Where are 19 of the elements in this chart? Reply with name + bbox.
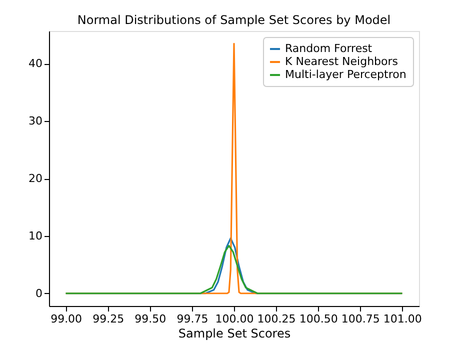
chart-title: Normal Distributions of Sample Set Scores by Model bbox=[77, 13, 391, 27]
legend-label: Random Forrest bbox=[285, 42, 373, 55]
x-tick-label: 100.50 bbox=[299, 312, 338, 326]
x-tick-label: 100.00 bbox=[215, 312, 254, 326]
x-tick-label: 99.25 bbox=[92, 312, 124, 326]
x-tick-label: 99.00 bbox=[50, 312, 82, 326]
legend-label: K Nearest Neighbors bbox=[285, 55, 398, 68]
x-tick-label: 99.75 bbox=[176, 312, 208, 326]
y-tick-label: 0 bbox=[36, 286, 42, 300]
legend-label: Multi-layer Perceptron bbox=[285, 68, 406, 81]
x-tick-label: 101.00 bbox=[383, 312, 422, 326]
x-tick-label: 100.75 bbox=[341, 312, 380, 326]
y-tick-label: 40 bbox=[28, 57, 42, 70]
y-tick-label: 30 bbox=[28, 114, 42, 128]
x-tick-label: 99.50 bbox=[134, 312, 166, 326]
y-tick-label: 20 bbox=[28, 172, 42, 186]
x-axis-title: Sample Set Scores bbox=[178, 326, 291, 340]
x-tick-label: 100.25 bbox=[257, 312, 296, 326]
y-tick-label: 10 bbox=[28, 229, 42, 242]
